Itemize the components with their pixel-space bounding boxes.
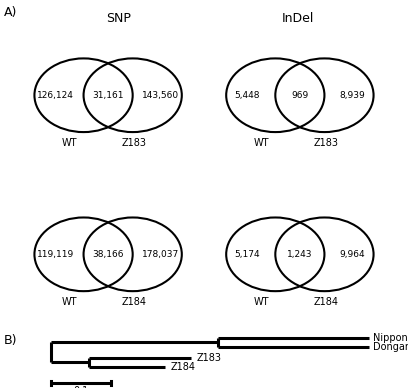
Text: Z183: Z183 — [314, 138, 339, 147]
Text: A): A) — [4, 6, 18, 19]
Text: 126,124: 126,124 — [37, 91, 74, 100]
Text: 5,448: 5,448 — [235, 91, 260, 100]
Text: 5,174: 5,174 — [235, 250, 260, 259]
Text: 0.1: 0.1 — [73, 386, 89, 388]
Text: SNP: SNP — [106, 12, 131, 25]
Text: Z184: Z184 — [122, 297, 147, 307]
Text: 8,939: 8,939 — [339, 91, 366, 100]
Text: 31,161: 31,161 — [92, 91, 124, 100]
Text: WT: WT — [253, 297, 269, 307]
Text: Z184: Z184 — [170, 362, 195, 372]
Text: B): B) — [4, 334, 18, 347]
Text: WT: WT — [253, 138, 269, 147]
Text: Nipponbare: Nipponbare — [373, 333, 408, 343]
Text: WT: WT — [62, 138, 77, 147]
Text: 1,243: 1,243 — [287, 250, 313, 259]
Text: Dongan: Dongan — [373, 342, 408, 352]
Text: 9,964: 9,964 — [340, 250, 365, 259]
Text: 178,037: 178,037 — [142, 250, 180, 259]
Text: 969: 969 — [291, 91, 308, 100]
Text: Z183: Z183 — [122, 138, 147, 147]
Text: WT: WT — [62, 297, 77, 307]
Text: InDel: InDel — [282, 12, 314, 25]
Text: 119,119: 119,119 — [37, 250, 74, 259]
Text: 143,560: 143,560 — [142, 91, 179, 100]
Text: 38,166: 38,166 — [92, 250, 124, 259]
Text: Z184: Z184 — [314, 297, 339, 307]
Text: Z183: Z183 — [197, 353, 222, 363]
